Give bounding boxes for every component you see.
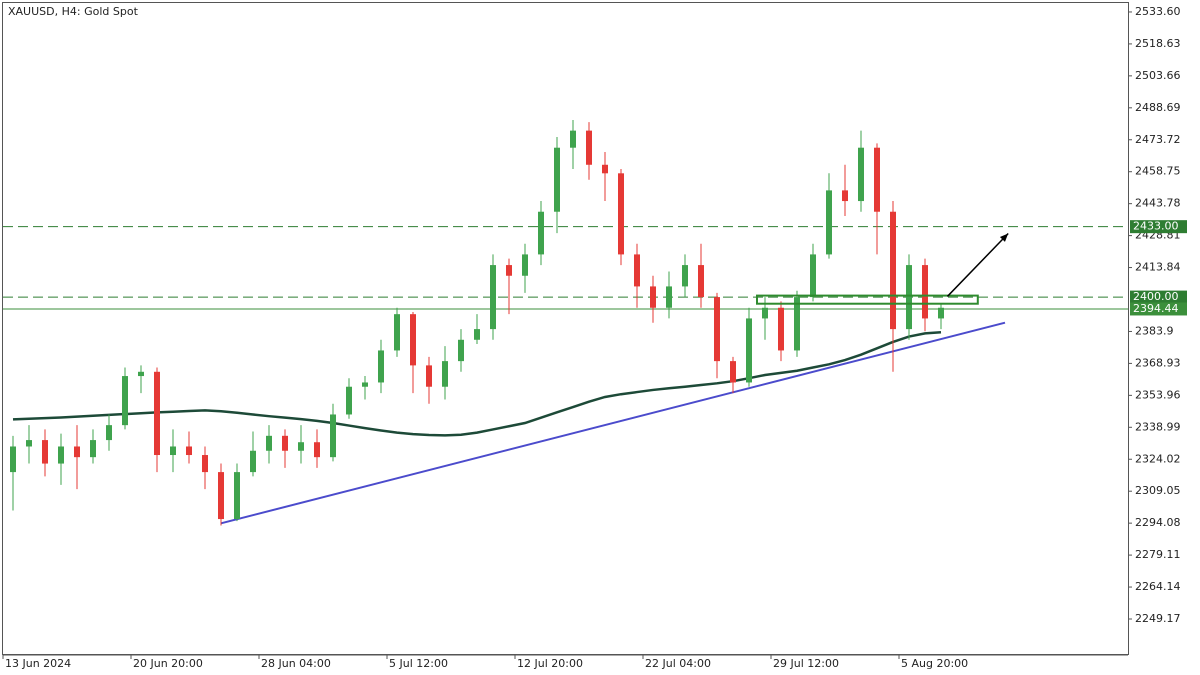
candle-body xyxy=(794,297,800,351)
price-label: 2394.44 xyxy=(1133,302,1179,315)
arrow xyxy=(946,232,1009,297)
candle-body xyxy=(778,307,784,351)
candle-body xyxy=(698,265,704,298)
candle-body xyxy=(714,297,720,362)
candle-body xyxy=(842,190,848,202)
arrow-head xyxy=(999,233,1009,242)
y-tick-label: 2443.78 xyxy=(1135,197,1181,210)
candle-body xyxy=(10,446,16,473)
candle-body xyxy=(522,254,528,276)
x-tick-label: 22 Jul 04:00 xyxy=(645,657,711,670)
y-tick-label: 2488.69 xyxy=(1135,101,1181,114)
candle-body xyxy=(490,265,496,330)
candle-body xyxy=(634,254,640,287)
candle-body xyxy=(858,147,864,202)
y-tick-label: 2413.84 xyxy=(1135,261,1181,274)
y-tick-label: 2503.66 xyxy=(1135,69,1181,82)
y-tick-label: 2249.17 xyxy=(1135,612,1181,625)
x-tick-label: 29 Jul 12:00 xyxy=(773,657,839,670)
candle-body xyxy=(474,329,480,340)
y-tick-label: 2383.9 xyxy=(1135,324,1174,337)
candle-body xyxy=(458,339,464,362)
y-tick-label: 2353.96 xyxy=(1135,388,1181,401)
price-label: 2400.00 xyxy=(1133,290,1179,303)
candle-body xyxy=(106,425,112,441)
candle-body xyxy=(442,361,448,387)
candle-body xyxy=(330,414,336,458)
candle-body xyxy=(250,450,256,473)
candle-body xyxy=(362,382,368,387)
candle-body xyxy=(234,472,240,520)
candle-body xyxy=(138,371,144,377)
candle-body xyxy=(202,455,208,473)
candle-body xyxy=(762,307,768,319)
candle-body xyxy=(122,376,128,426)
candle-body xyxy=(170,446,176,456)
candle-body xyxy=(394,314,400,351)
candle-body xyxy=(906,265,912,330)
x-tick-label: 5 Jul 12:00 xyxy=(389,657,448,670)
y-tick-label: 2368.93 xyxy=(1135,356,1181,369)
candle-body xyxy=(186,446,192,456)
y-tick-label: 2518.63 xyxy=(1135,37,1181,50)
y-tick-label: 2473.72 xyxy=(1135,133,1181,146)
candle-body xyxy=(922,265,928,319)
x-tick-label: 20 Jun 20:00 xyxy=(133,657,203,670)
trendline xyxy=(220,321,1006,525)
candle-body xyxy=(618,173,624,255)
y-tick-label: 2324.02 xyxy=(1135,452,1181,465)
candle-body xyxy=(602,164,608,174)
candle-body xyxy=(538,211,544,255)
candle-body xyxy=(314,442,320,458)
candle-body xyxy=(874,147,880,212)
x-tick-label: 28 Jun 04:00 xyxy=(261,657,331,670)
price-label-box xyxy=(1130,302,1187,316)
candle-body xyxy=(90,440,96,458)
x-tick-label: 5 Aug 20:00 xyxy=(901,657,968,670)
candle-body xyxy=(826,190,832,255)
candle-body xyxy=(218,472,224,520)
candle-body xyxy=(426,365,432,387)
candle-body xyxy=(506,265,512,276)
candle-body xyxy=(26,440,32,447)
candle-body xyxy=(586,130,592,165)
x-tick-label: 12 Jul 20:00 xyxy=(517,657,583,670)
candle-body xyxy=(58,446,64,464)
candle-body xyxy=(682,265,688,287)
candle-body xyxy=(410,314,416,366)
y-tick-label: 2294.08 xyxy=(1135,516,1181,529)
candle-body xyxy=(730,361,736,383)
plot-frame xyxy=(2,2,1129,655)
candle-body xyxy=(650,286,656,308)
candle-body xyxy=(298,442,304,451)
zone-box xyxy=(756,294,979,305)
candle-body xyxy=(570,130,576,148)
price-label-box xyxy=(1130,290,1187,304)
y-tick-label: 2264.14 xyxy=(1135,580,1181,593)
candle-body xyxy=(266,435,272,451)
candle-body xyxy=(346,386,352,415)
candle-body xyxy=(746,318,752,383)
candle-body xyxy=(666,286,672,308)
y-tick-label: 2458.75 xyxy=(1135,165,1181,178)
candle-body xyxy=(810,254,816,298)
candle-body xyxy=(282,435,288,451)
chart-title: XAUUSD, H4: Gold Spot xyxy=(8,5,139,18)
price-label-box xyxy=(1130,220,1187,234)
x-tick-label: 13 Jun 2024 xyxy=(5,657,71,670)
candle-body xyxy=(154,371,160,456)
candle-body xyxy=(74,446,80,458)
candle-body xyxy=(42,440,48,464)
y-tick-label: 2279.11 xyxy=(1135,548,1181,561)
candle-body xyxy=(938,307,944,319)
candle-body xyxy=(554,147,560,212)
candle-body xyxy=(378,350,384,383)
y-tick-label: 2309.05 xyxy=(1135,484,1181,497)
y-tick-label: 2338.99 xyxy=(1135,420,1181,433)
price-label: 2433.00 xyxy=(1133,220,1179,233)
y-tick-label: 2533.60 xyxy=(1135,5,1181,18)
candle-body xyxy=(890,211,896,330)
moving-average xyxy=(12,331,942,437)
